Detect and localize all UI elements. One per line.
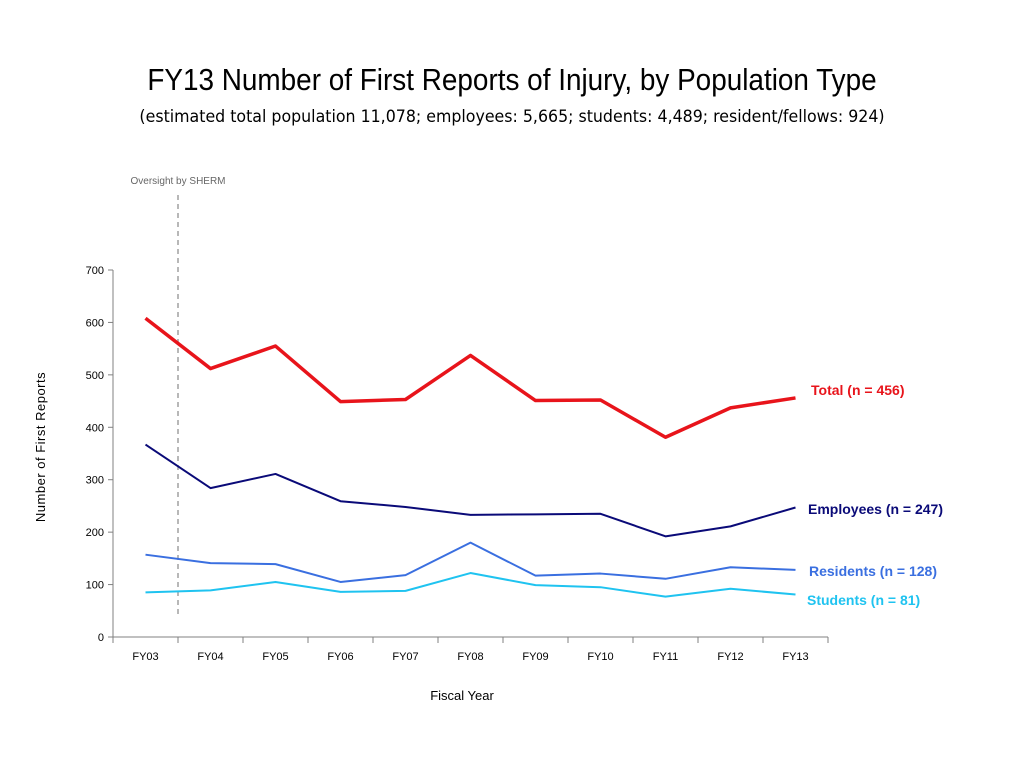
oversight-annotation: Oversight by SHERM [130,176,226,615]
series-label-total: Total (n = 456) [811,382,904,398]
series-line-residents [145,541,796,583]
y-tick-label: 300 [86,475,104,487]
x-tick-label: FY08 [457,651,483,663]
x-tick-label: FY06 [327,651,353,663]
chart-axes: 0 100 200 300 400 500 600 700 FY03 FY04 FY05 FY06 FY… [86,265,829,663]
chart-title: FY13 Number of First Reports of Injury, … [147,62,877,97]
y-tick-label: 600 [86,317,104,329]
y-axis-title: Number of First Reports [33,372,48,522]
x-tick-label: FY09 [522,651,548,663]
x-tick-label: FY05 [262,651,288,663]
series-labels: Total (n = 456) Employees (n = 247) Reside… [807,382,943,608]
oversight-note: Oversight by SHERM [130,176,225,187]
y-tick-label: 100 [86,580,104,592]
x-tick-label: FY13 [782,651,808,663]
chart-subtitle: (estimated total population 11,078; empl… [139,107,885,127]
y-tick-label: 200 [86,527,104,539]
series-label-students: Students (n = 81) [807,592,920,608]
x-tick-label: FY03 [132,651,158,663]
series-label-residents: Residents (n = 128) [809,563,937,579]
series-line-students [145,572,796,598]
series-line-total [144,316,796,439]
y-tick-label: 700 [86,265,104,277]
x-tick-label: FY07 [392,651,418,663]
x-tick-label: FY04 [197,651,223,663]
chart-series [144,316,796,598]
x-tick-label: FY10 [587,651,613,663]
y-tick-label: 0 [98,632,104,644]
x-axis-title: Fiscal Year [430,688,494,703]
x-tick-label: FY11 [653,651,678,663]
y-tick-label: 400 [86,422,104,434]
series-line-employees [144,443,796,538]
series-label-employees: Employees (n = 247) [808,501,943,517]
x-tick-label: FY12 [717,651,743,663]
y-tick-label: 500 [86,370,104,382]
